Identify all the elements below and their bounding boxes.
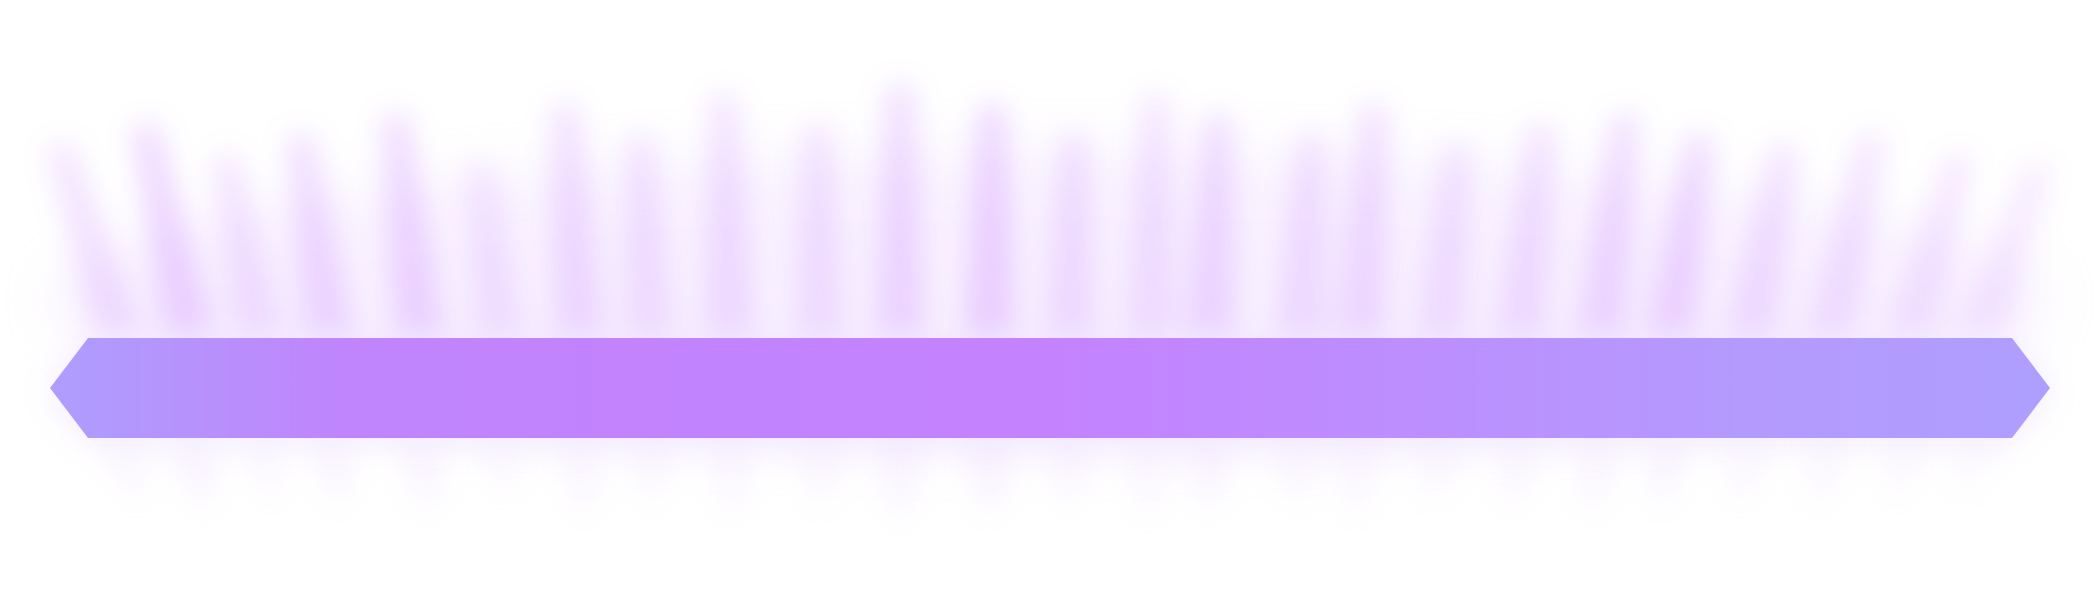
glow-streak-reflection (624, 440, 676, 500)
glow-streak-reflection (874, 440, 926, 515)
glow-streak (1954, 165, 2051, 335)
glow-streak-reflection (164, 440, 216, 503)
glow-streak (1184, 115, 1236, 335)
glow-streak (1644, 135, 1713, 335)
glow-streak (1884, 155, 1973, 335)
glow-streak (1574, 115, 1639, 335)
glow-streak-reflection (474, 440, 526, 491)
glow-streak (1804, 135, 1885, 335)
glow-streak (964, 105, 1016, 335)
glow-streak-reflection (1724, 440, 1776, 497)
glow-streak (1724, 145, 1798, 335)
glow-streak-reflection (554, 440, 606, 509)
glow-streak-reflection (1044, 440, 1096, 500)
glow-streak-reflection (1414, 440, 1466, 497)
background-haze (50, 150, 2050, 450)
glow-streak-reflection (1804, 440, 1856, 500)
glow-haze (50, 150, 2050, 450)
glow-streak (704, 95, 756, 335)
glow-streak-reflection (964, 440, 1016, 509)
glow-streak (1334, 105, 1387, 335)
glow-streak (624, 135, 676, 335)
glow-streak-reflection (1184, 440, 1236, 506)
glow-streak-reflection (794, 440, 846, 503)
glow-streak-reflection (1494, 440, 1546, 503)
glow-streak (874, 85, 926, 335)
glow-streak (212, 155, 286, 335)
banner-bar (50, 338, 2050, 438)
glow-streak (382, 115, 446, 335)
glow-streak-reflection (1124, 440, 1176, 512)
banner-bar-shadow (50, 345, 2050, 440)
glow-streak-reflection (94, 440, 148, 497)
glow-streak-reflection (1274, 440, 1326, 500)
glow-streak (1494, 125, 1555, 335)
glow-streak (467, 165, 526, 335)
glow-streak-reflection (1574, 440, 1626, 506)
glow-streak (1414, 145, 1471, 335)
glow-streak (794, 125, 846, 335)
glow-streak (1274, 135, 1326, 335)
glow-streak (287, 135, 356, 335)
glow-streak-reflection (304, 440, 356, 500)
glow-streak-reflection (1334, 440, 1386, 509)
glow-streak-reflection (394, 440, 446, 506)
glow-streak (1124, 95, 1176, 335)
light-streaks (47, 85, 2051, 335)
glow-streak (47, 145, 146, 335)
glow-streak-reflection (704, 440, 756, 512)
glow-streak (552, 105, 606, 335)
lower-light-streaks (94, 440, 2006, 515)
glow-streak-reflection (234, 440, 286, 494)
glow-streak-reflection (1644, 440, 1696, 500)
glow-streak (1044, 135, 1096, 335)
glow-streak (132, 125, 216, 335)
glow-streak-reflection (1952, 440, 2006, 491)
glow-streak-reflection (1884, 440, 1936, 494)
